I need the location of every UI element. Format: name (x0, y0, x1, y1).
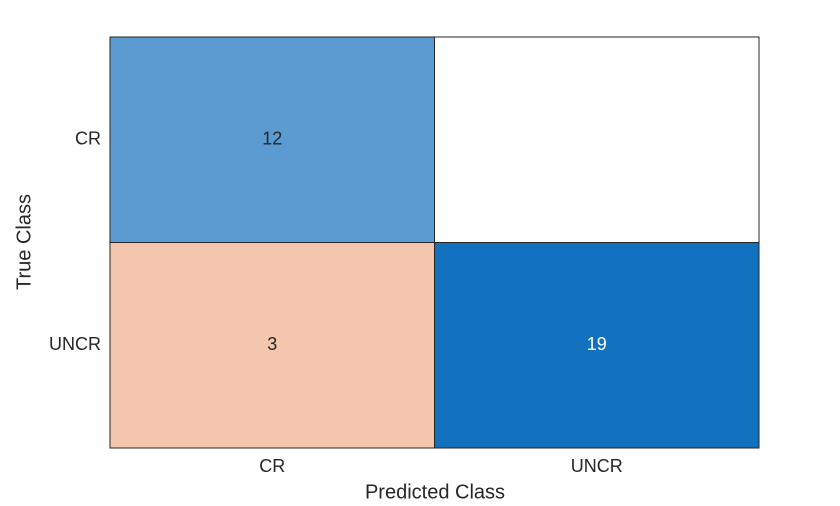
x-tick-label: UNCR (571, 456, 623, 476)
cell (434, 36, 760, 243)
x-axis-label: Predicted Class (365, 481, 505, 503)
cell-value: 19 (587, 334, 607, 354)
cell (434, 242, 760, 449)
cell-value: 12 (262, 129, 282, 149)
y-tick-label: CR (75, 129, 101, 149)
y-tick-label: UNCR (49, 334, 101, 354)
cell (109, 36, 435, 243)
x-tick-label: CR (259, 456, 285, 476)
cell-value: 3 (267, 334, 277, 354)
y-axis-label: True Class (13, 194, 35, 290)
cell (109, 242, 435, 449)
